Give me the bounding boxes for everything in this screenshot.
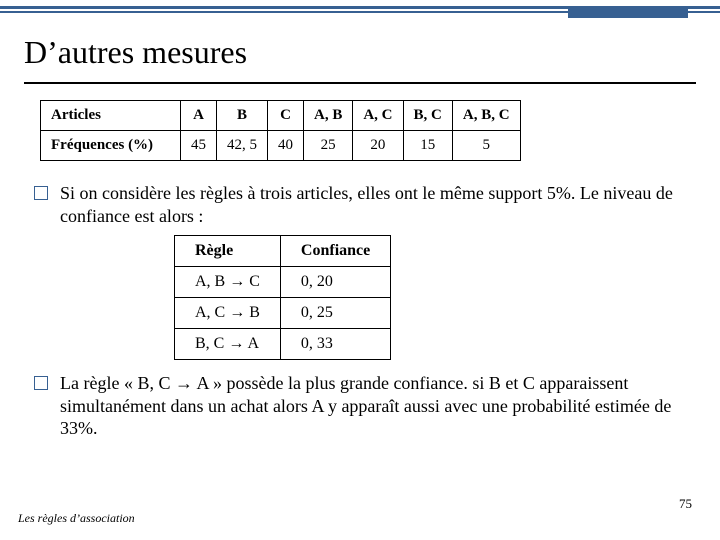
title-underline [24,82,696,84]
footer-text: Les règles d’association [18,511,135,526]
col-header: Règle [175,236,281,267]
bullet-icon [34,186,48,200]
top-decorative-bar [0,6,720,20]
bullet-text: Si on considère les règles à trois artic… [60,182,686,227]
col-header: C [268,101,304,131]
table-row: Règle Confiance [175,236,391,267]
body-content: Si on considère les règles à trois artic… [34,182,686,448]
bullet-item: La règle « B, C → A » possède la plus gr… [34,372,686,440]
slide-title: D’autres mesures [24,34,247,71]
table-row: B, C → A 0, 33 [175,329,391,360]
bullet-text: La règle « B, C → A » possède la plus gr… [60,372,686,440]
bullet-icon [34,376,48,390]
cell: B, C → A [175,329,281,360]
cell: 40 [268,131,304,161]
col-header: A, B, C [452,101,520,131]
cell: A, B → C [175,267,281,298]
cell: 5 [452,131,520,161]
col-header: A [181,101,217,131]
cell: 0, 20 [280,267,390,298]
table-row: Fréquences (%) 45 42, 5 40 25 20 15 5 [41,131,521,161]
table-row: A, C → B 0, 25 [175,298,391,329]
rules-table: Règle Confiance A, B → C 0, 20 A, C → B … [174,235,391,360]
cell: A, C → B [175,298,281,329]
cell: 0, 25 [280,298,390,329]
bullet-item: Si on considère les règles à trois artic… [34,182,686,227]
frequency-table: Articles A B C A, B A, C B, C A, B, C Fr… [40,100,521,161]
col-header: B, C [403,101,452,131]
cell: 15 [403,131,452,161]
col-header: Confiance [280,236,390,267]
cell: 20 [353,131,403,161]
cell: 45 [181,131,217,161]
col-header: B [217,101,268,131]
slide-number: 75 [679,496,692,512]
col-header: A, B [304,101,353,131]
table-row: A, B → C 0, 20 [175,267,391,298]
cell: 0, 33 [280,329,390,360]
col-header: A, C [353,101,403,131]
table-row: Articles A B C A, B A, C B, C A, B, C [41,101,521,131]
cell: 25 [304,131,353,161]
row-label: Articles [41,101,181,131]
cell: 42, 5 [217,131,268,161]
row-label: Fréquences (%) [41,131,181,161]
